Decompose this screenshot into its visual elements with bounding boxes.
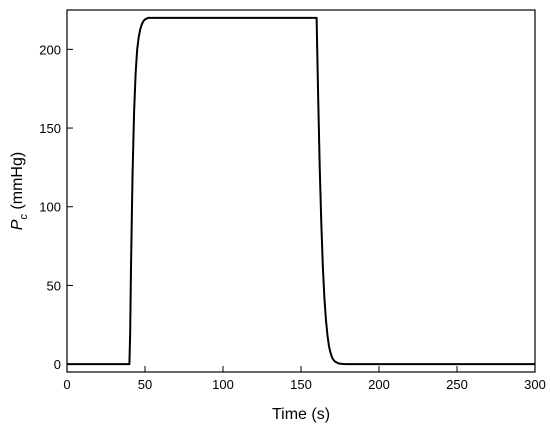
- y-tick-label: 50: [47, 278, 61, 293]
- y-tick-label: 0: [54, 357, 61, 372]
- x-tick-label: 250: [446, 377, 468, 392]
- x-axis: 0 50 100 150 200 250 300: [63, 366, 546, 392]
- series-line: [67, 16, 535, 366]
- y-axis-symbol: P: [9, 219, 26, 230]
- y-tick-label: 150: [39, 121, 61, 136]
- x-tick-label: 50: [138, 377, 152, 392]
- x-tick-label: 200: [368, 377, 390, 392]
- y-axis-title: Pc (mmHg): [9, 152, 30, 230]
- y-axis-unit: (mmHg): [9, 152, 26, 214]
- x-tick-label: 100: [212, 377, 234, 392]
- x-tick-label: 0: [63, 377, 70, 392]
- x-axis-title: Time (s): [272, 406, 330, 423]
- y-axis: 0 50 100 150 200: [39, 42, 73, 372]
- y-axis-subscript: c: [18, 214, 30, 220]
- y-tick-label: 200: [39, 42, 61, 57]
- x-tick-label: 150: [290, 377, 312, 392]
- x-tick-label: 300: [524, 377, 546, 392]
- y-tick-label: 100: [39, 200, 61, 215]
